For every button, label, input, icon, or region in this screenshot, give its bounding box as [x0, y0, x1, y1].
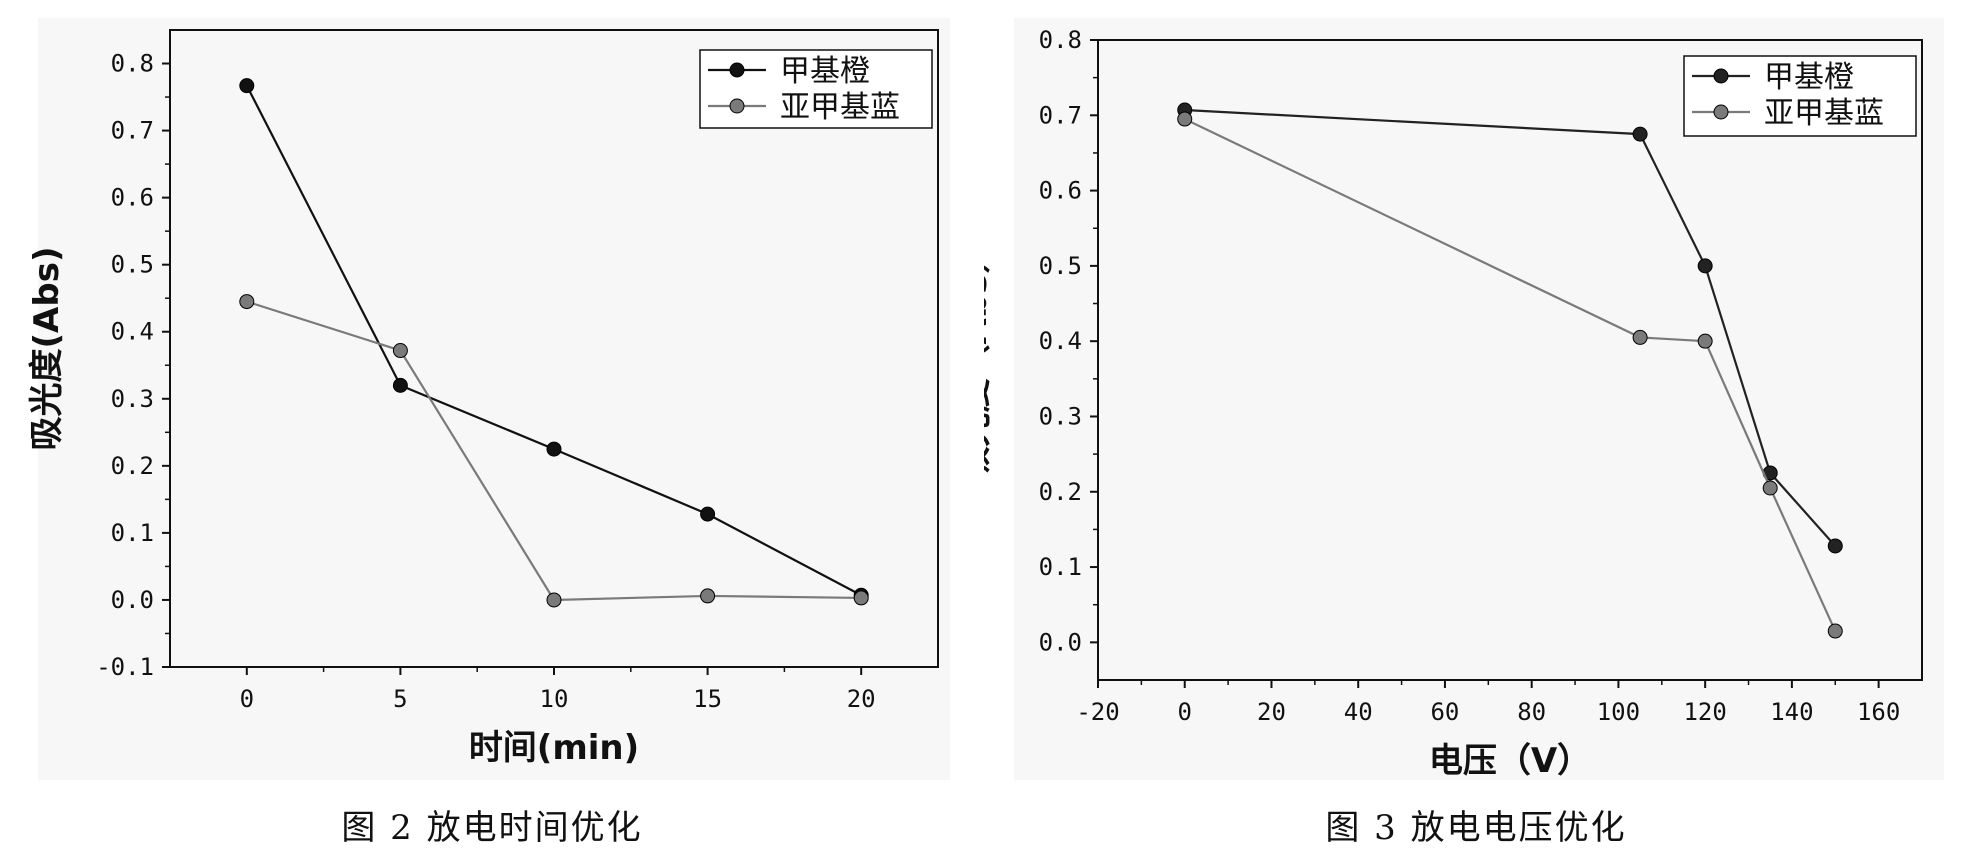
- legend-marker: [729, 98, 745, 114]
- x-tick-label: 20: [847, 685, 876, 713]
- y-tick-label: 0.5: [1039, 252, 1082, 280]
- data-point: [700, 588, 716, 604]
- legend-label: 亚甲基蓝: [1764, 96, 1884, 131]
- data-point: [546, 441, 562, 457]
- y-tick-label: 0.6: [111, 184, 154, 212]
- x-axis-title: 电压（V）: [1429, 741, 1591, 781]
- y-tick-label: 0.1: [1039, 553, 1082, 581]
- chart-time-optimization: 0 5 10 15 20 -0.1 0.0 0.1 0.2 0.3 0.4 0.5 0.6 0.7 0.8 时…: [27, 29, 939, 768]
- chart-panel-voltage: -20 0 20 40 60 80 100 120 140 160 0.0 0.1 0.2 0.3 0.4 0…: [984, 0, 1968, 859]
- x-tick-label: 40: [1344, 698, 1373, 726]
- x-tick-label: 60: [1430, 698, 1459, 726]
- y-tick-label: 0.7: [111, 117, 154, 145]
- y-axis-title: 吸光度(Abs): [27, 247, 67, 451]
- data-point: [1632, 329, 1648, 345]
- y-tick-label: 0.6: [1039, 177, 1082, 205]
- x-tick-label: 80: [1517, 698, 1546, 726]
- y-tick-label: -0.1: [96, 653, 154, 681]
- y-tick-label: 0.3: [1039, 402, 1082, 430]
- legend-marker: [1713, 104, 1729, 120]
- y-tick-label: 0.8: [111, 50, 154, 78]
- x-tick-label: 5: [393, 685, 407, 713]
- series-line-1: [1184, 118, 1837, 632]
- y-tick-label: 0.0: [111, 586, 154, 614]
- y-tick-label: 0.1: [111, 519, 154, 547]
- series-line-0: [245, 85, 862, 597]
- x-tick-label: 140: [1770, 698, 1813, 726]
- legend-marker: [729, 62, 745, 78]
- y-tick-label: 0.4: [111, 318, 154, 346]
- plot-frame: [1097, 39, 1923, 681]
- plot-background: [1014, 18, 1944, 780]
- y-tick-label: 0.5: [111, 251, 154, 279]
- series-line-0: [1184, 108, 1837, 547]
- y-tick-label: 0.7: [1039, 101, 1082, 129]
- data-point: [1762, 480, 1778, 496]
- y-tick-label: 0.3: [111, 385, 154, 413]
- x-axis-title: 时间(min): [469, 728, 639, 768]
- x-tick-label: 0: [1178, 698, 1192, 726]
- x-tick-label: 15: [693, 685, 722, 713]
- y-tick-label: 0.0: [1039, 628, 1082, 656]
- data-point: [1177, 111, 1193, 127]
- data-point: [392, 377, 408, 393]
- data-point: [1827, 623, 1843, 639]
- x-tick-label: 0: [240, 685, 254, 713]
- legend-label: 甲基橙: [780, 54, 870, 89]
- data-point: [1632, 126, 1648, 142]
- chart-voltage-optimization: -20 0 20 40 60 80 100 120 140 160 0.0 0.1 0.2 0.3 0.4 0…: [984, 26, 1923, 781]
- legend-label: 甲基橙: [1764, 60, 1854, 95]
- figure-caption: 图 3 放电电压优化: [1325, 808, 1627, 848]
- data-point: [239, 294, 255, 310]
- y-tick-label: 0.4: [1039, 327, 1082, 355]
- x-tick-label: 10: [540, 685, 569, 713]
- x-tick-label: 120: [1683, 698, 1726, 726]
- y-axis-title: 吸光度（Abs）: [984, 240, 995, 481]
- y-tick-label: 0.2: [1039, 478, 1082, 506]
- data-point: [392, 343, 408, 359]
- y-tick-label: 0.2: [111, 452, 154, 480]
- data-point: [239, 78, 255, 94]
- legend-marker: [1713, 68, 1729, 84]
- data-point: [1697, 258, 1713, 274]
- y-tick-label: 0.8: [1039, 26, 1082, 54]
- chart-panel-time: 0 5 10 15 20 -0.1 0.0 0.1 0.2 0.3 0.4 0.5 0.6 0.7 0.8 时…: [27, 18, 950, 848]
- legend-label: 亚甲基蓝: [780, 90, 900, 125]
- data-point: [853, 590, 869, 606]
- x-tick-label: 160: [1857, 698, 1900, 726]
- figure-caption: 图 2 放电时间优化: [341, 808, 643, 848]
- x-tick-label: -20: [1076, 698, 1119, 726]
- data-point: [1697, 333, 1713, 349]
- plot-background: [38, 18, 950, 780]
- x-tick-label: 100: [1597, 698, 1640, 726]
- x-tick-label: 20: [1257, 698, 1286, 726]
- data-point: [700, 506, 716, 522]
- data-point: [1827, 538, 1843, 554]
- data-point: [546, 592, 562, 608]
